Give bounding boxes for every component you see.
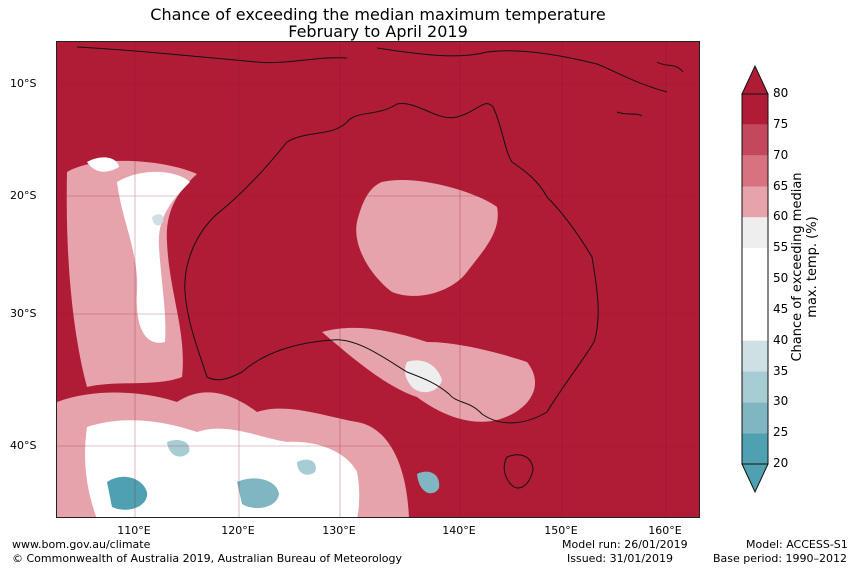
colorbar-segment <box>742 94 768 125</box>
colorbar-tick-label: 75 <box>773 116 789 131</box>
lat-label-40s: 40°S <box>10 439 37 452</box>
colorbar-segment <box>742 371 768 403</box>
lon-label-110e: 110°E <box>117 524 151 537</box>
lon-label-130e: 130°E <box>322 524 356 537</box>
lat-label-10s: 10°S <box>10 77 37 90</box>
footer-issued: Issued: 31/01/2019 <box>567 552 674 565</box>
colorbar-bottom-arrow <box>741 463 769 494</box>
colorbar-title: Chance of exceeding median max. temp. (%… <box>790 172 820 362</box>
colorbar-tick-label: 20 <box>773 456 789 470</box>
lon-label-140e: 140°E <box>442 524 476 537</box>
lon-label-160e: 160°E <box>648 524 682 537</box>
colorbar-segment <box>742 186 768 218</box>
footer-copyright: © Commonwealth of Australia 2019, Austra… <box>12 552 402 565</box>
colorbar-tick-label: 25 <box>773 425 789 440</box>
coastlines <box>76 46 684 489</box>
colorbar-segment <box>742 309 768 341</box>
graticule <box>57 42 699 517</box>
colorbar-tick-label: 50 <box>773 271 789 285</box>
footer-model: Model: ACCESS-S1 <box>746 538 848 551</box>
colorbar-segment <box>742 340 768 372</box>
colorbar-tick-label: 55 <box>773 240 789 255</box>
colorbar-tick-label: 65 <box>773 178 789 193</box>
colorbar-tick-label: 35 <box>773 363 789 378</box>
colorbar-top-arrow <box>741 64 769 95</box>
colorbar-tick-label: 40 <box>773 332 789 347</box>
lat-label-20s: 20°S <box>10 189 37 202</box>
footer-base-period: Base period: 1990–2012 <box>713 552 848 565</box>
footer-model-run: Model run: 26/01/2019 <box>562 538 688 551</box>
colorbar-segment <box>742 217 768 249</box>
map-canvas <box>57 42 699 517</box>
lon-label-120e: 120°E <box>221 524 255 537</box>
colorbar-segment <box>742 279 768 310</box>
colorbar-tick-label: 70 <box>773 147 789 162</box>
colorbar-tick-label: 60 <box>773 209 789 224</box>
lon-label-150e: 150°E <box>544 524 578 537</box>
colorbar-tick-label: 45 <box>773 301 789 316</box>
colorbar <box>741 64 769 494</box>
colorbar-segment <box>742 124 768 156</box>
south-ocean-anomaly-region <box>57 392 440 517</box>
colorbar-segment <box>742 248 768 279</box>
outlook-map <box>56 41 700 518</box>
colorbar-segment <box>742 155 768 187</box>
colorbar-tick-label: 80 <box>773 86 789 100</box>
colorbar-segment <box>742 402 768 434</box>
map-title: Chance of exceeding the median maximum t… <box>150 5 606 24</box>
map-subtitle: February to April 2019 <box>288 22 468 41</box>
colorbar-tick-label: 30 <box>773 394 789 409</box>
colorbar-segment <box>742 433 768 464</box>
footer-url[interactable]: www.bom.gov.au/climate <box>12 538 151 551</box>
lat-label-30s: 30°S <box>10 307 37 320</box>
inland-anomaly-region <box>322 180 536 422</box>
colorbar-frame <box>741 93 769 465</box>
